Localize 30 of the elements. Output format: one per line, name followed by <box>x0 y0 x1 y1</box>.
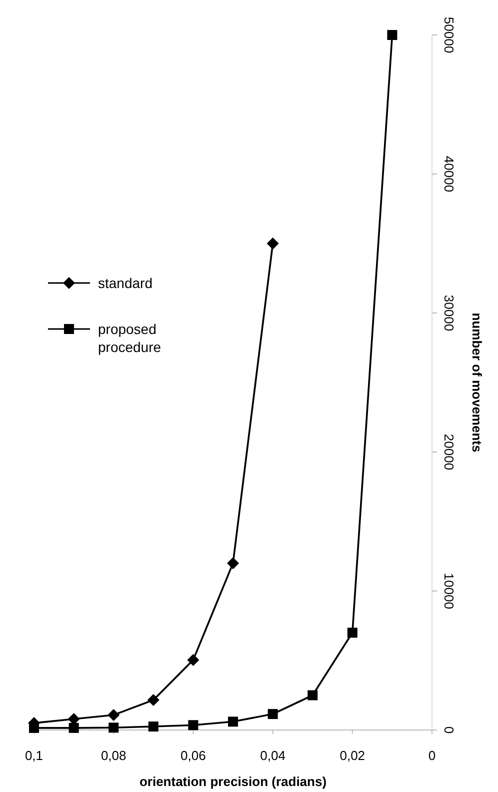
x-axis-title: orientation precision (radians) <box>139 774 327 789</box>
point <box>268 709 278 720</box>
point <box>347 628 358 638</box>
point <box>108 722 119 733</box>
point <box>266 238 279 250</box>
y-tick-label: 0 <box>442 726 457 734</box>
y-tick-label: 30000 <box>442 294 457 332</box>
point <box>108 708 120 721</box>
point <box>387 30 398 40</box>
legend-label: proposed procedure <box>98 321 162 355</box>
point <box>148 722 158 732</box>
point <box>188 720 198 730</box>
x-tick-label: 0,04 <box>260 748 286 763</box>
x-tick-label: 0,02 <box>340 748 366 763</box>
y-tick-label: 50000 <box>442 16 457 54</box>
point <box>228 716 238 727</box>
point <box>187 654 200 666</box>
y-tick-label: 10000 <box>442 572 457 610</box>
legend-label: standard <box>98 275 152 291</box>
point <box>68 722 79 733</box>
point <box>147 694 160 706</box>
x-tick-label: 0,06 <box>180 748 206 763</box>
x-tick-label: 0 <box>428 748 436 763</box>
y-tick-label: 40000 <box>442 156 457 192</box>
point <box>227 557 239 570</box>
x-tick-label: 0,1 <box>24 748 44 763</box>
x-tick-label: 0,08 <box>100 748 126 763</box>
y-tick-label: 20000 <box>442 434 457 470</box>
point <box>308 690 318 700</box>
y-axis-title: number of movements <box>470 312 485 452</box>
